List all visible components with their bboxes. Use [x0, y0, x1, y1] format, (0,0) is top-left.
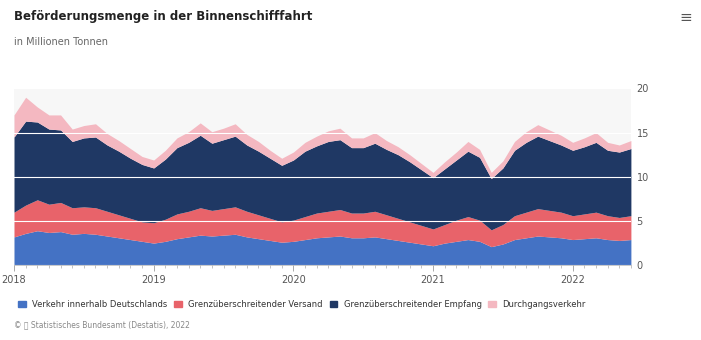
Legend: Verkehr innerhalb Deutschlands, Grenzüberschreitender Versand, Grenzüberschreite: Verkehr innerhalb Deutschlands, Grenzübe… — [18, 300, 586, 309]
Text: Beförderungsmenge in der Binnenschifffahrt: Beförderungsmenge in der Binnenschifffah… — [14, 10, 313, 23]
Text: ≡: ≡ — [680, 10, 693, 25]
Text: © 📈 Statistisches Bundesamt (Destatis), 2022: © 📈 Statistisches Bundesamt (Destatis), … — [14, 321, 190, 330]
Text: in Millionen Tonnen: in Millionen Tonnen — [14, 37, 108, 47]
